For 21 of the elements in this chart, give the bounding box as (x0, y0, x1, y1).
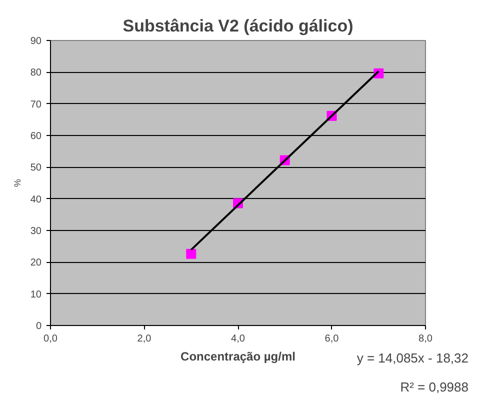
x-axis-title: Concentração µg/ml (180, 350, 296, 364)
y-tick-label: 10 (30, 289, 42, 300)
y-tick-label: 90 (30, 36, 42, 47)
y-tick-label: 0 (36, 321, 42, 332)
x-tick-label: 6,0 (324, 334, 340, 344)
y-tick-label: 40 (30, 194, 42, 206)
y-tick-label: 60 (30, 131, 42, 142)
text: R² = 0,9988 (400, 380, 468, 394)
x-tick-label: 2,0 (137, 334, 152, 344)
chart-title: Substância V2 (ácido gálico) (122, 16, 354, 36)
y-axis-title: % (12, 178, 22, 187)
x-tick-label: 0,0 (44, 334, 58, 344)
y-tick-label: 70 (30, 99, 42, 110)
y-tick-label: 50 (30, 162, 42, 174)
x-tick-label: 4,0 (231, 334, 246, 344)
y-tick-label: 80 (30, 68, 42, 79)
y-tick-label: 30 (30, 226, 42, 237)
point (186, 248, 196, 259)
text: y = 14,085x - 18,32 (356, 350, 469, 366)
y-tick-label: 20 (30, 258, 42, 269)
x-tick-label: 8,0 (418, 334, 433, 344)
